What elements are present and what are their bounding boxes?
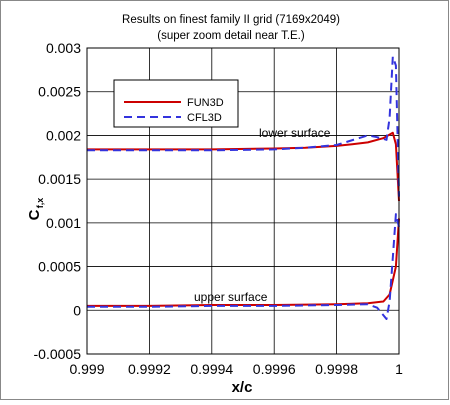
y-tick-label: 0.001 [46,215,81,231]
x-tick-label: 1 [395,361,403,377]
x-tick-label: 0.9996 [253,361,296,377]
x-tick-label: 0.999 [69,361,104,377]
x-axis-label: x/c [232,379,253,396]
x-axis-ticks: 0.999 0.9992 0.9994 0.9996 0.9998 1 [69,361,403,377]
x-tick-label: 0.9992 [128,361,171,377]
legend-label-fun3d: FUN3D [187,97,224,109]
annotation-lower-surface: lower surface [259,126,331,140]
y-tick-label: 0 [73,302,81,318]
y-tick-label: 0.002 [46,127,81,143]
y-axis-label-main: C [26,209,43,220]
chart-subtitle: (super zoom detail near T.E.) [157,30,305,42]
annotation-upper-surface: upper surface [194,290,268,304]
y-axis-label-sub: f,x [35,198,45,209]
x-tick-label: 0.9998 [315,361,358,377]
plot-area-border [86,47,400,355]
y-tick-label: 0.0005 [38,259,81,275]
y-tick-label: 0.0015 [38,171,81,187]
series-fun3d-line [87,131,400,202]
series-cfl3d-line [87,55,400,197]
y-axis-ticks: -0.0005 0 0.0005 0.001 0.0015 0.002 0.0025 0.00… [34,40,82,362]
curves [87,55,400,320]
x-tick-label: 0.9994 [190,361,233,377]
chart-title: Results on finest family II grid (7169x2… [122,14,340,26]
legend: FUN3D CFL3D [113,79,239,128]
legend-box [113,79,239,128]
annotations: lower surface upper surface [194,126,331,304]
y-tick-label: 0.0025 [38,84,81,100]
y-tick-label: 0.003 [46,40,81,56]
y-axis-label: C f,x [26,198,45,221]
legend-label-cfl3d: CFL3D [187,112,222,124]
y-tick-label: -0.0005 [34,346,82,362]
